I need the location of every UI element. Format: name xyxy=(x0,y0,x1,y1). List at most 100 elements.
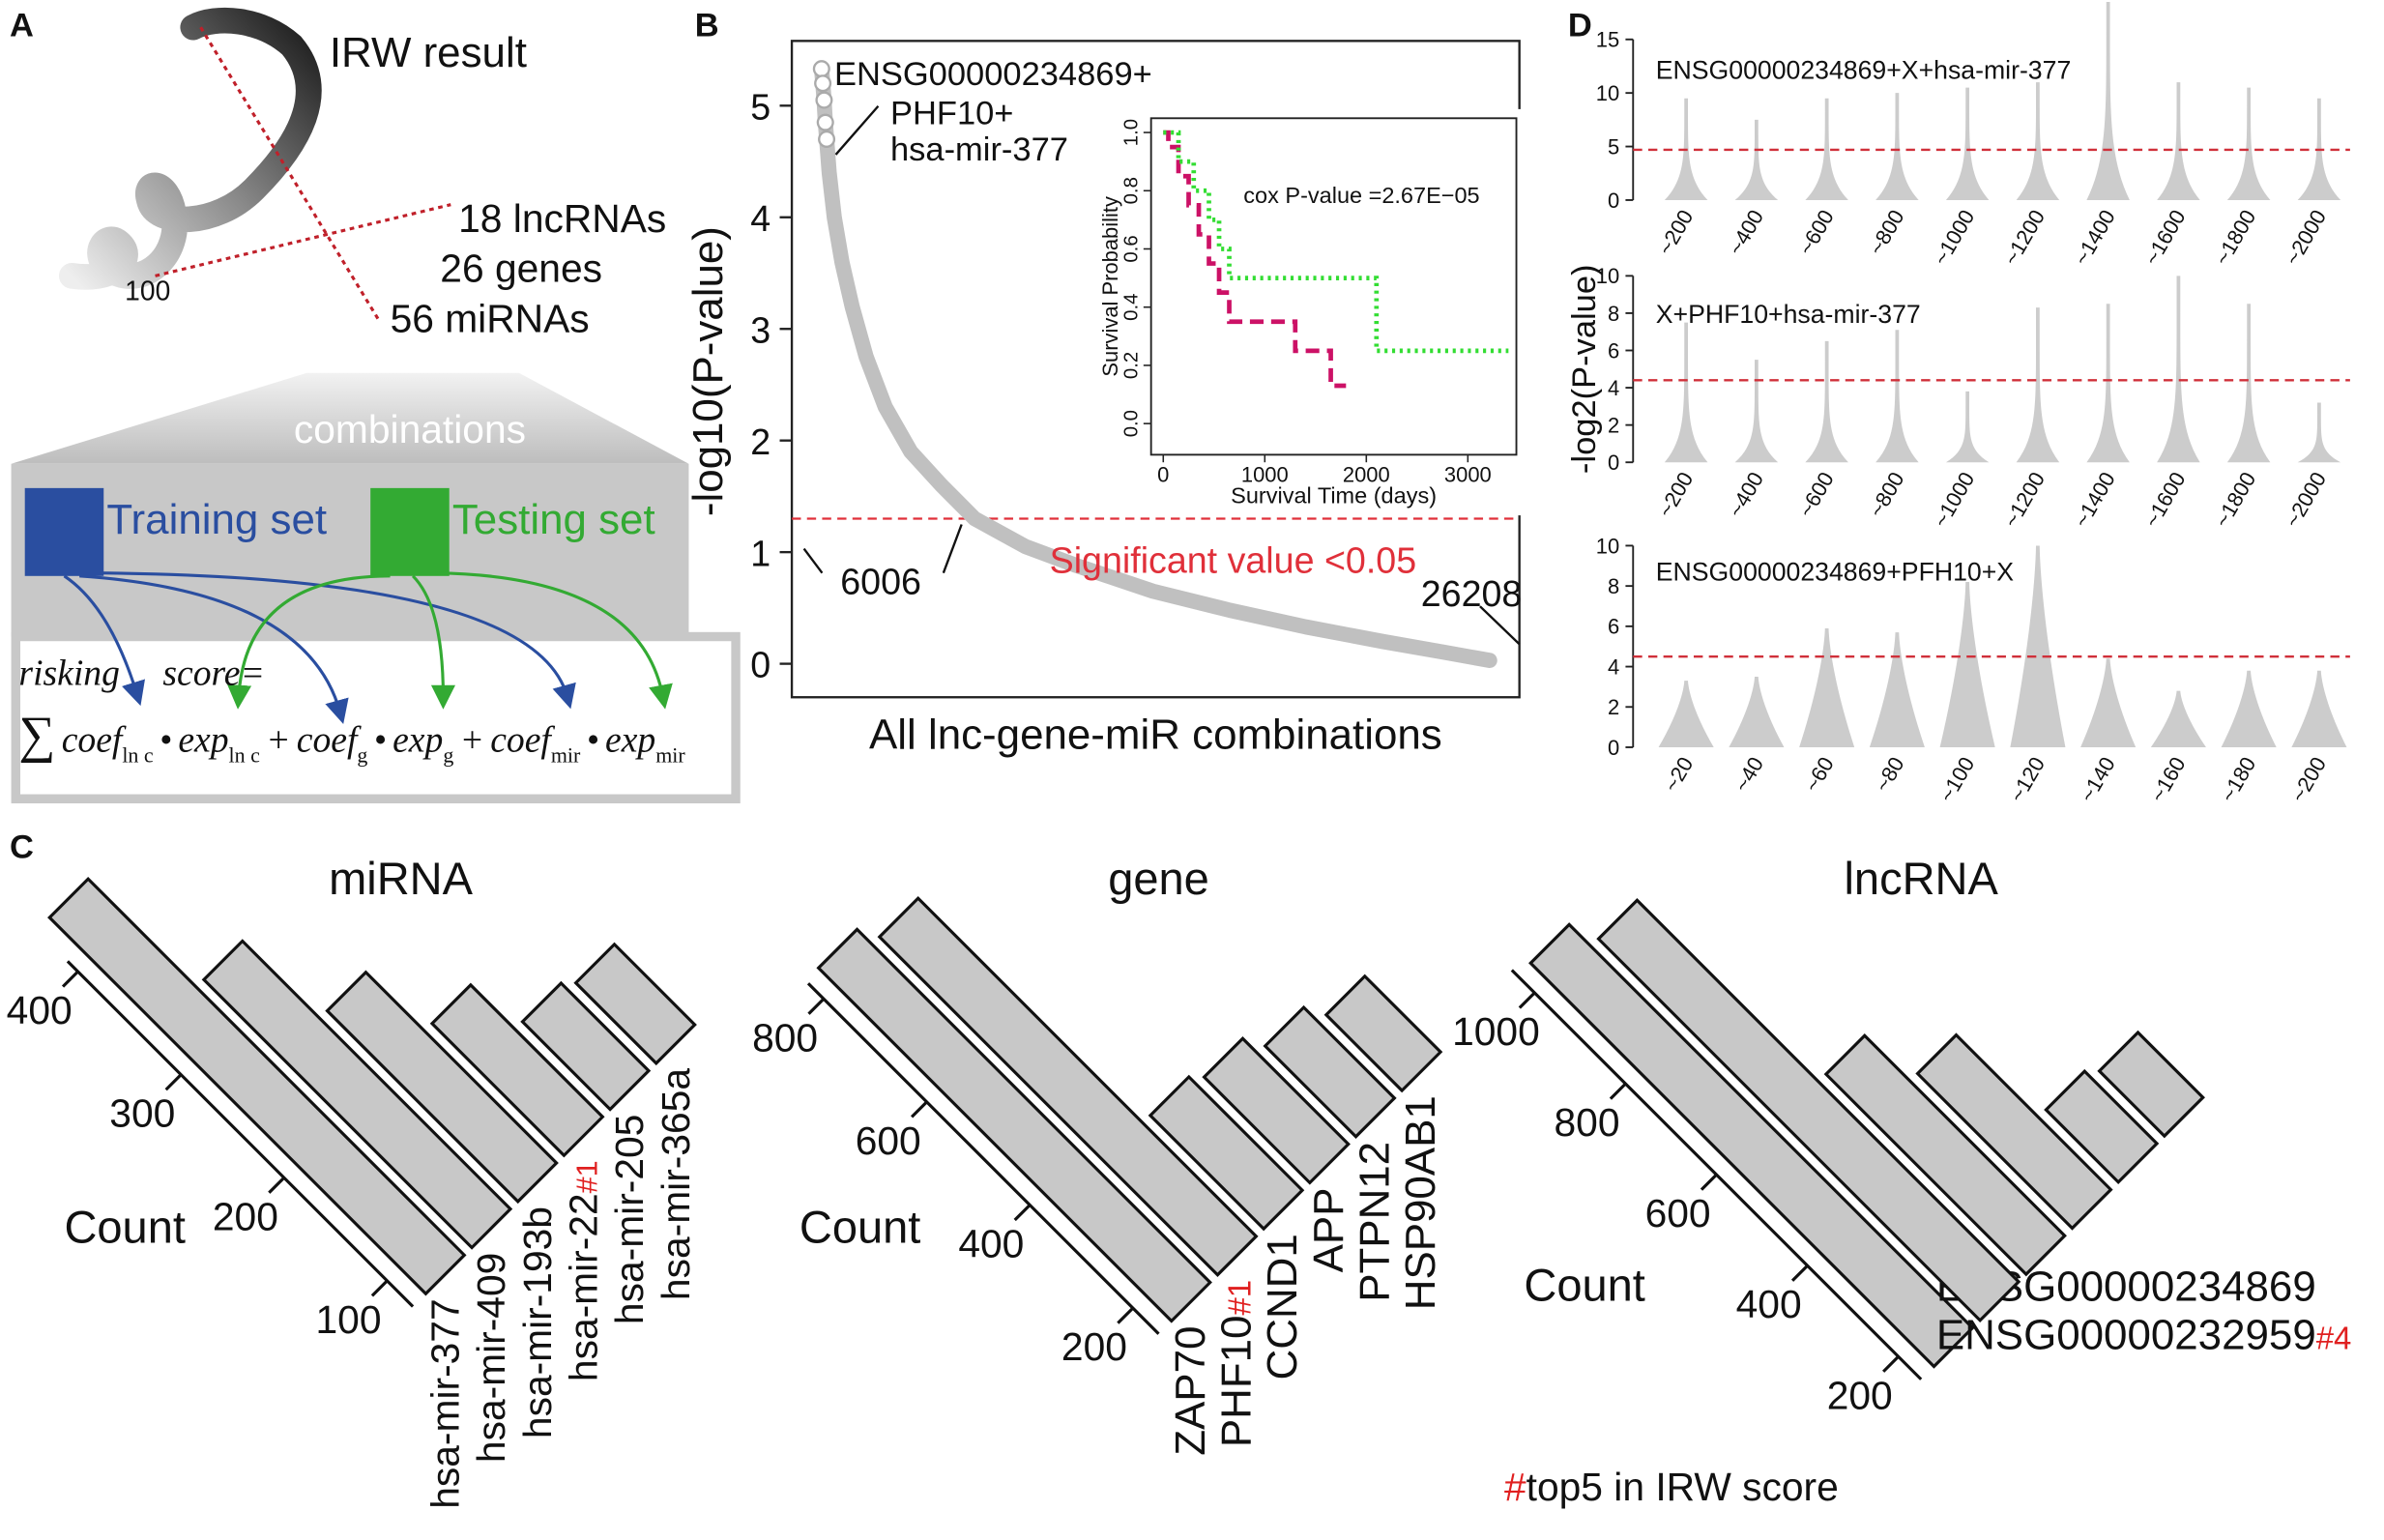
x-tick-label: ~2000 xyxy=(2281,206,2331,270)
y-tick-label: 0 xyxy=(750,645,770,685)
top5-marker: #1 xyxy=(1222,1280,1258,1316)
formula-subscript: g xyxy=(357,743,367,768)
category-name: hsa-mir-409 xyxy=(469,1253,513,1463)
category-label: APP xyxy=(1305,1188,1352,1273)
bar xyxy=(429,982,605,1158)
arrow xyxy=(435,571,673,710)
inset-x-label: Survival Time (days) xyxy=(1231,483,1437,508)
violin xyxy=(2150,690,2206,747)
top5-marker: #4 xyxy=(2316,1320,2352,1355)
formula-term: + xyxy=(460,720,484,761)
bar xyxy=(1323,973,1443,1093)
violin xyxy=(1734,360,1779,463)
x-tick-label: 1000 xyxy=(1241,463,1289,487)
category-label: ZAP70 xyxy=(1167,1326,1214,1456)
inset-y-label: Survival Probability xyxy=(1098,196,1122,377)
count-tick xyxy=(268,1177,285,1194)
x-tick-label: ~1200 xyxy=(1999,206,2050,270)
y-tick-label: 5 xyxy=(1608,134,1619,159)
bar xyxy=(2097,1030,2205,1139)
category-name: ENSG00000232959 xyxy=(1936,1311,2316,1358)
violin xyxy=(1799,627,1855,747)
count-tick-label: 200 xyxy=(1827,1373,1893,1417)
y-tick-label: 8 xyxy=(1608,302,1619,326)
bar-title: gene xyxy=(1108,853,1209,904)
formula-subscript: ln c xyxy=(122,743,154,768)
banner-text: combinations xyxy=(294,407,526,451)
count-tick xyxy=(1609,1082,1627,1100)
violin xyxy=(2226,304,2271,463)
leader-line xyxy=(942,524,963,574)
formula-subscript: mir xyxy=(551,743,581,768)
x-tick-label: ~200 xyxy=(1653,206,1698,259)
x-tick-label: ~40 xyxy=(1730,753,1768,797)
testing-label: Testing set xyxy=(452,496,655,543)
x-tick-label: ~400 xyxy=(1724,468,1768,521)
formula-term: exp xyxy=(392,720,443,761)
category-label: hsa-mir-205 xyxy=(607,1115,652,1324)
count-lnc: 18 lncRNAs xyxy=(458,196,666,241)
violin-title: X+PHF10+hsa-mir-377 xyxy=(1656,300,1921,329)
count-tick-label: 1000 xyxy=(1452,1009,1540,1054)
category-label: hsa-mir-365a xyxy=(654,1068,698,1300)
count-tick-label: 800 xyxy=(752,1015,818,1060)
violin xyxy=(1729,676,1785,747)
violin xyxy=(1875,330,1919,463)
y-tick-label: 1 xyxy=(750,533,770,573)
bar xyxy=(1596,898,2021,1323)
y-tick-label: 6 xyxy=(1608,615,1619,639)
category-label: hsa-mir-193b xyxy=(515,1206,560,1438)
x-tick-label: ~200 xyxy=(1653,468,1698,521)
count-tick xyxy=(61,970,79,988)
category-name: PHF10 xyxy=(1213,1316,1261,1448)
violin xyxy=(1805,340,1848,463)
inset-frame xyxy=(1149,117,1518,456)
category-name: hsa-mir-205 xyxy=(607,1115,652,1324)
bar xyxy=(1915,1032,2113,1231)
banner xyxy=(11,372,689,464)
violin xyxy=(2080,658,2137,747)
x-tick-label: ~1400 xyxy=(2069,206,2119,270)
x-tick-label: ~1400 xyxy=(2069,468,2119,532)
x-tick-label: ~180 xyxy=(2216,753,2260,806)
bar xyxy=(1202,1036,1351,1185)
count-tick-label: 800 xyxy=(1555,1100,1620,1145)
footnote-text: top5 in IRW score xyxy=(1526,1465,1839,1509)
x-tick-label: 3000 xyxy=(1444,463,1492,487)
x-tick-label: ~1800 xyxy=(2210,206,2260,270)
bar xyxy=(47,876,467,1296)
count-tick-label: 200 xyxy=(213,1194,278,1238)
count-tick-label: 400 xyxy=(1736,1282,1802,1326)
category-name: hsa-mir-365a xyxy=(654,1068,698,1300)
category-name: hsa-mir-22 xyxy=(561,1193,605,1381)
arrows xyxy=(63,571,673,725)
x-tick-label: ~1000 xyxy=(1929,468,1979,532)
y-tick-label: 8 xyxy=(1608,574,1619,598)
formula-subscript: ln c xyxy=(229,743,261,768)
leader-line xyxy=(802,547,824,574)
panel-label: C xyxy=(10,828,34,865)
formula-box xyxy=(11,631,741,803)
y-tick-label: 10 xyxy=(1596,81,1619,105)
top-point xyxy=(816,113,834,131)
formula-term: coef xyxy=(490,720,555,761)
count-tick xyxy=(1790,1264,1809,1282)
formula-term: coef xyxy=(297,720,362,761)
panel-label: B xyxy=(695,8,719,44)
panel-label: A xyxy=(10,8,34,44)
footnote-marker: # xyxy=(1504,1465,1526,1509)
y-tick-label: 0 xyxy=(1608,736,1619,760)
formula-lhs: risking xyxy=(18,654,119,694)
count-mir: 56 miRNAs xyxy=(391,296,590,340)
bar xyxy=(520,980,652,1112)
x-tick-label: ~100 xyxy=(1934,753,1979,806)
count-tick xyxy=(1518,991,1536,1009)
x-tick-label: ~1600 xyxy=(2139,468,2190,532)
y-tick-label: 10 xyxy=(1596,264,1619,288)
y-tick-label: 4 xyxy=(1608,376,1619,400)
top-point xyxy=(812,60,830,78)
count-label: Count xyxy=(1524,1259,1644,1310)
y-tick-label: 2 xyxy=(750,421,770,462)
